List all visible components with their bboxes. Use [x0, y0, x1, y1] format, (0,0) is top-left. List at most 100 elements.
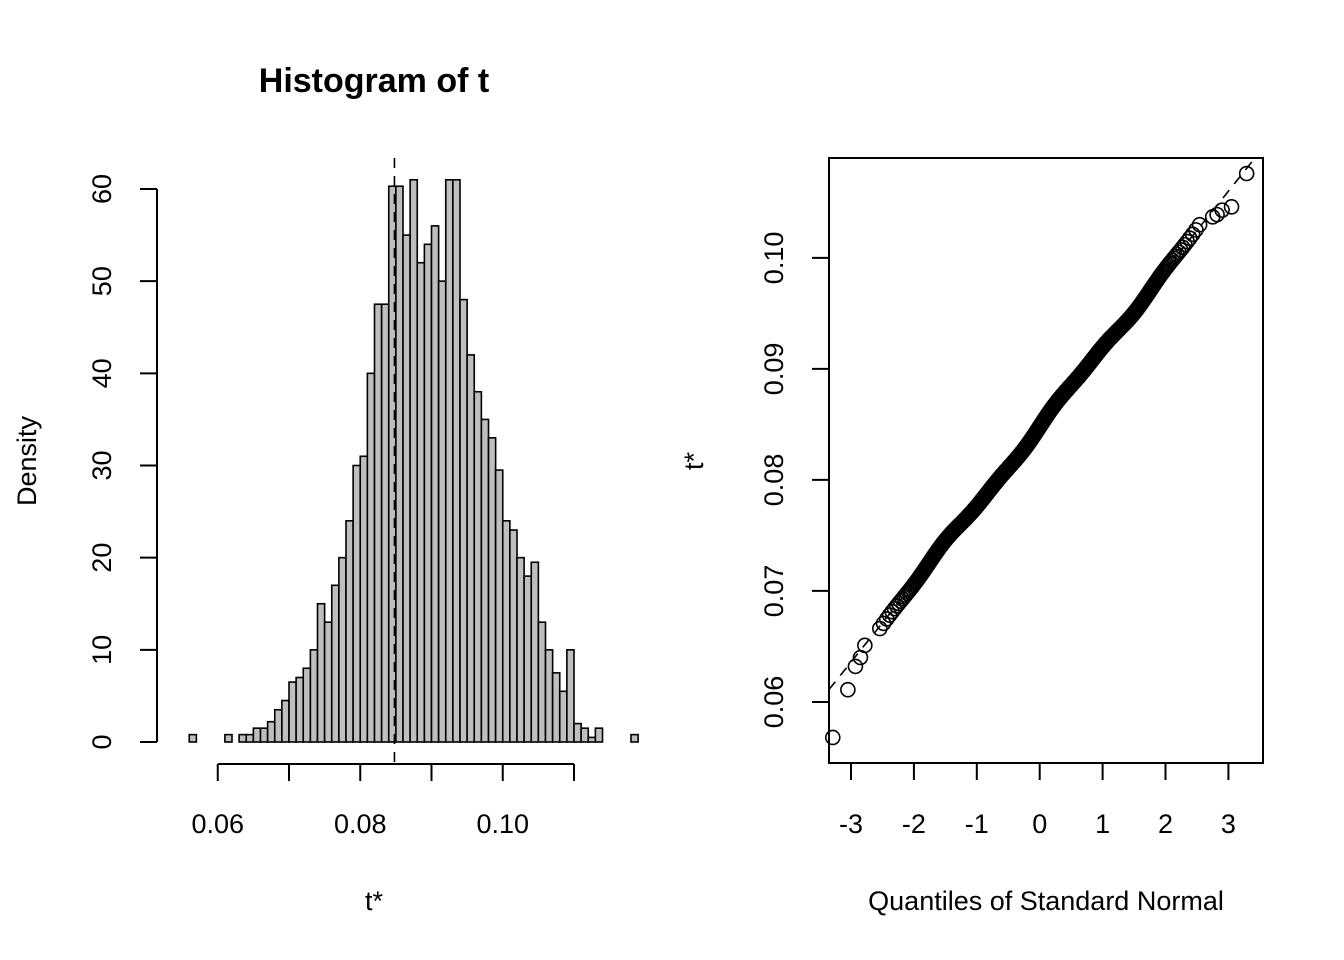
y-tick-label: 20: [87, 543, 117, 573]
histogram-bar: [266, 720, 276, 743]
histogram-bar: [630, 733, 639, 743]
y-tick-label: 60: [87, 174, 117, 204]
histogram-bar: [494, 469, 504, 743]
y-tick-label: 40: [87, 358, 117, 388]
x-tick-label: 0: [1032, 809, 1047, 839]
histogram-bar: [487, 437, 497, 743]
histogram-bar: [252, 727, 262, 743]
histogram-bar: [537, 621, 547, 743]
x-tick-label: -3: [839, 809, 863, 839]
y-tick-label: 0.10: [759, 232, 789, 285]
qqplot-panel: Quantiles of Standard Normal t* 0.06 0.07…: [679, 157, 1264, 916]
histogram-bar: [409, 178, 419, 743]
histogram-bar: [224, 733, 233, 743]
histogram-bar: [558, 690, 568, 743]
qq-point: [847, 658, 864, 675]
histogram-bar: [437, 280, 447, 743]
y-tick-label: 0.09: [759, 343, 789, 396]
histogram-bar: [459, 298, 468, 743]
qqplot-points: [824, 165, 1255, 746]
histogram-bar: [466, 354, 476, 743]
histogram-bar: [281, 699, 290, 743]
histogram-bar: [566, 649, 575, 743]
qq-point: [1209, 206, 1225, 223]
histogram-bar: [501, 519, 511, 743]
x-tick-label: 0.10: [476, 809, 529, 839]
histogram-bar: [302, 667, 312, 743]
qq-point: [1238, 165, 1255, 182]
histogram-xlabel: t*: [365, 886, 384, 916]
histogram-bar: [516, 556, 525, 743]
qq-point: [1191, 216, 1208, 233]
histogram-bar: [573, 722, 582, 743]
histogram-bar: [345, 519, 354, 743]
qq-point: [840, 681, 856, 698]
histogram-bar: [309, 649, 319, 743]
histogram-bar: [395, 185, 404, 743]
histogram-bar: [587, 736, 597, 743]
histogram-bar: [373, 303, 383, 743]
histogram-bar: [188, 733, 198, 743]
histogram-bar: [580, 727, 590, 743]
histogram-bar: [245, 733, 255, 743]
histogram-bar: [594, 727, 604, 743]
histogram-bar: [259, 727, 269, 743]
histogram-x-axis: 0.06 0.08 0.10: [191, 763, 575, 839]
histogram-bar: [444, 178, 454, 743]
qq-point: [1188, 222, 1204, 238]
x-tick-label: 3: [1221, 809, 1236, 839]
y-tick-label: 0.07: [759, 565, 789, 618]
qq-point: [824, 729, 841, 746]
histogram-bar: [416, 261, 426, 743]
histogram-bar: [430, 225, 440, 743]
histogram-bar: [509, 529, 518, 743]
qq-point: [1223, 199, 1240, 215]
histogram-ylabel: Density: [12, 415, 42, 506]
histogram-bar: [480, 418, 490, 743]
y-tick-label: 0: [87, 734, 117, 749]
x-tick-label: -1: [965, 809, 989, 839]
histogram-bar: [352, 464, 362, 743]
histogram-bar: [551, 672, 561, 743]
qqplot-xlabel: Quantiles of Standard Normal: [868, 886, 1224, 916]
histogram-bar: [273, 708, 283, 743]
x-tick-label: 0.06: [191, 809, 244, 839]
histogram-bar: [288, 681, 297, 743]
y-tick-label: 10: [87, 635, 117, 665]
histogram-bar: [330, 584, 340, 743]
histogram-bar: [523, 575, 533, 743]
qqplot-frame: [828, 157, 1264, 764]
x-tick-label: 2: [1158, 809, 1173, 839]
histogram-bar: [402, 234, 411, 743]
histogram-bar: [544, 649, 554, 743]
histogram-bar: [366, 372, 376, 743]
y-tick-label: 30: [87, 450, 117, 480]
qq-point: [857, 637, 873, 654]
x-tick-label: 1: [1095, 809, 1110, 839]
histogram-bar: [238, 733, 248, 743]
histogram-bar: [323, 621, 333, 743]
qqplot-ylabel: t*: [679, 452, 709, 471]
y-tick-label: 0.08: [759, 454, 789, 507]
histogram-bars: [188, 178, 639, 743]
x-tick-label: 0.08: [334, 809, 387, 839]
histogram-bar: [316, 602, 326, 743]
histogram-bar: [359, 455, 369, 743]
qqplot-y-axis: 0.06 0.07 0.08 0.09 0.10: [759, 232, 829, 729]
histogram-bar: [423, 243, 433, 743]
y-tick-label: 0.06: [759, 676, 789, 729]
histogram-bar: [380, 303, 390, 743]
histogram-title: Histogram of t: [259, 62, 489, 100]
qq-point: [1214, 202, 1230, 218]
qqplot-x-axis: -3 -2 -1 0 1 2 3: [839, 763, 1236, 839]
histogram-bar: [295, 676, 305, 743]
histogram-bar: [452, 178, 461, 743]
histogram-bar: [530, 561, 540, 743]
histogram-y-axis: 0 10 20 30 40 50 60: [87, 174, 158, 750]
y-tick-label: 50: [87, 266, 117, 296]
histogram-panel: Histogram of t t* Density 0102030405060 …: [12, 62, 639, 916]
histogram-bar: [473, 390, 483, 743]
x-tick-label: -2: [902, 809, 926, 839]
histogram-bar: [338, 556, 347, 743]
